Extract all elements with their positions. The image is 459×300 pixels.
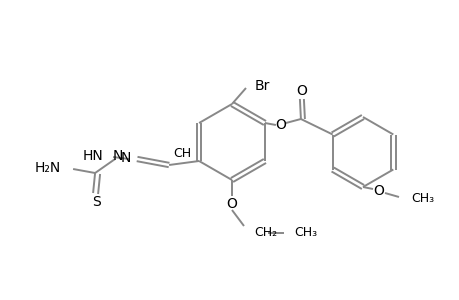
Text: O: O bbox=[275, 118, 285, 132]
Text: S: S bbox=[91, 195, 100, 209]
Text: O: O bbox=[373, 184, 384, 198]
Text: O: O bbox=[226, 197, 237, 211]
Text: CH₃: CH₃ bbox=[410, 193, 433, 206]
Text: H₂N: H₂N bbox=[35, 161, 61, 175]
Text: Br: Br bbox=[254, 79, 269, 93]
Text: N: N bbox=[113, 149, 123, 163]
Text: N: N bbox=[120, 151, 131, 165]
Text: CH: CH bbox=[173, 146, 191, 160]
Text: O: O bbox=[296, 84, 307, 98]
Text: HN: HN bbox=[82, 149, 103, 163]
Text: CH₃: CH₃ bbox=[293, 226, 316, 239]
Text: CH₂: CH₂ bbox=[253, 226, 276, 238]
